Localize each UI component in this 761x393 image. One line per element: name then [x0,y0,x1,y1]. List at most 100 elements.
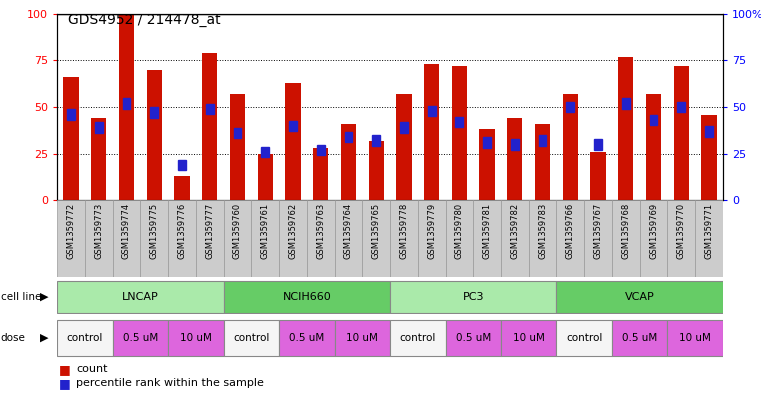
Text: GSM1359782: GSM1359782 [511,203,519,259]
Text: GSM1359762: GSM1359762 [288,203,298,259]
Bar [646,94,661,200]
Text: 10 uM: 10 uM [680,333,711,343]
Text: 10 uM: 10 uM [513,333,545,343]
Bar [234,128,241,138]
Bar [445,320,501,356]
Bar [501,320,556,356]
Text: GSM1359781: GSM1359781 [482,203,492,259]
Bar [612,320,667,356]
Bar [317,145,324,155]
Bar [390,281,556,313]
Bar [667,200,696,277]
Text: VCAP: VCAP [625,292,654,302]
Bar [224,281,390,313]
Bar [702,114,717,200]
Text: 10 uM: 10 uM [180,333,212,343]
Bar [591,152,606,200]
Bar [168,320,224,356]
Text: control: control [400,333,436,343]
Text: GDS4952 / 214478_at: GDS4952 / 214478_at [68,13,221,27]
Text: GSM1359775: GSM1359775 [150,203,159,259]
Bar [428,106,435,116]
Text: cell line: cell line [1,292,41,302]
Bar [205,104,214,114]
Text: GSM1359764: GSM1359764 [344,203,353,259]
Bar [556,200,584,277]
Bar [57,281,224,313]
Bar [584,200,612,277]
Text: control: control [566,333,603,343]
Bar [230,94,245,200]
Bar [618,57,633,200]
Bar [91,118,107,200]
Bar [368,141,384,200]
Bar [224,200,251,277]
Bar [63,77,78,200]
Text: NCIH660: NCIH660 [282,292,331,302]
Text: LNCAP: LNCAP [122,292,159,302]
Bar [140,200,168,277]
Bar [400,122,408,133]
Bar [307,200,335,277]
Bar [511,139,519,150]
Text: ▶: ▶ [40,333,49,343]
Text: control: control [67,333,103,343]
Text: 10 uM: 10 uM [346,333,378,343]
Bar [673,66,689,200]
Bar [372,136,380,146]
Bar [677,102,685,112]
Text: GSM1359761: GSM1359761 [261,203,269,259]
Text: GSM1359763: GSM1359763 [316,203,325,259]
Bar [529,200,556,277]
Bar [279,200,307,277]
Bar [261,147,269,157]
Bar [501,200,529,277]
Bar [473,200,501,277]
Bar [113,200,140,277]
Bar [123,98,130,108]
Bar [705,126,713,137]
Bar [556,281,723,313]
Bar [640,200,667,277]
Bar [289,121,297,131]
Bar [612,200,640,277]
Text: GSM1359778: GSM1359778 [400,203,409,259]
Bar [390,200,418,277]
Bar [456,117,463,127]
Text: GSM1359766: GSM1359766 [566,203,575,259]
Bar [335,320,390,356]
Text: GSM1359760: GSM1359760 [233,203,242,259]
Bar [445,200,473,277]
Text: 0.5 uM: 0.5 uM [123,333,158,343]
Bar [147,70,162,200]
Bar [345,132,352,142]
Bar [150,107,158,118]
Bar [424,64,439,200]
Bar [168,200,196,277]
Text: GSM1359780: GSM1359780 [455,203,464,259]
Bar [483,137,491,148]
Bar [562,94,578,200]
Text: GSM1359783: GSM1359783 [538,203,547,259]
Text: dose: dose [1,333,26,343]
Bar [418,200,445,277]
Bar [667,320,723,356]
Bar [508,118,523,200]
Text: percentile rank within the sample: percentile rank within the sample [76,378,264,388]
Bar [57,200,84,277]
Bar [84,200,113,277]
Text: 0.5 uM: 0.5 uM [456,333,491,343]
Text: GSM1359772: GSM1359772 [66,203,75,259]
Bar [341,124,356,200]
Bar [113,320,168,356]
Text: ▶: ▶ [40,292,49,302]
Bar [285,83,301,200]
Text: ■: ■ [59,363,71,376]
Text: GSM1359768: GSM1359768 [621,203,630,259]
Text: count: count [76,364,107,375]
Bar [57,320,113,356]
Bar [452,66,467,200]
Bar [224,320,279,356]
Bar [539,136,546,146]
Text: control: control [233,333,269,343]
